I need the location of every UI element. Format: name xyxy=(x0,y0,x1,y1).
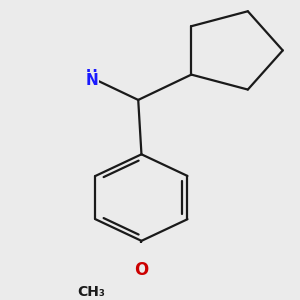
Text: O: O xyxy=(134,261,148,279)
Text: CH₃: CH₃ xyxy=(77,285,105,299)
Text: N: N xyxy=(85,73,98,88)
Text: H: H xyxy=(86,68,98,82)
